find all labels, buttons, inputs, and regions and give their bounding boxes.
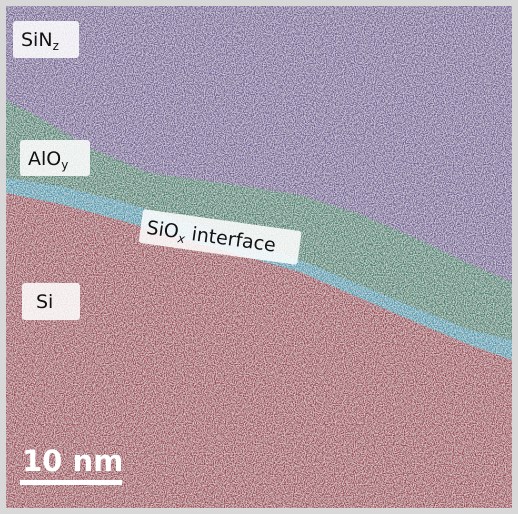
label-box [138,209,302,265]
label-sub: x [176,231,187,246]
scale-bar: 10 nm [20,444,123,485]
si-layer [6,193,512,508]
label-main: SiO [145,217,180,243]
scale-bar-label: 10 nm [22,444,123,478]
label-text: Si [36,291,53,313]
label-text: AlOy [28,148,68,172]
label-box [20,140,90,176]
label-main: AlO [28,148,61,170]
label-main: Si [36,291,53,313]
label-sub: y [61,158,68,172]
label-box [22,283,80,320]
label-sio: SiOx interface [138,209,302,265]
label-text: SiNz [21,29,59,53]
label-box [13,21,79,58]
scale-bar-line [20,480,122,485]
label-sin: SiNz [13,21,79,58]
label-main: SiN [21,29,53,51]
label-sub: z [53,39,59,53]
label-si: Si [22,283,80,320]
label-alo: AlOy [20,140,90,176]
